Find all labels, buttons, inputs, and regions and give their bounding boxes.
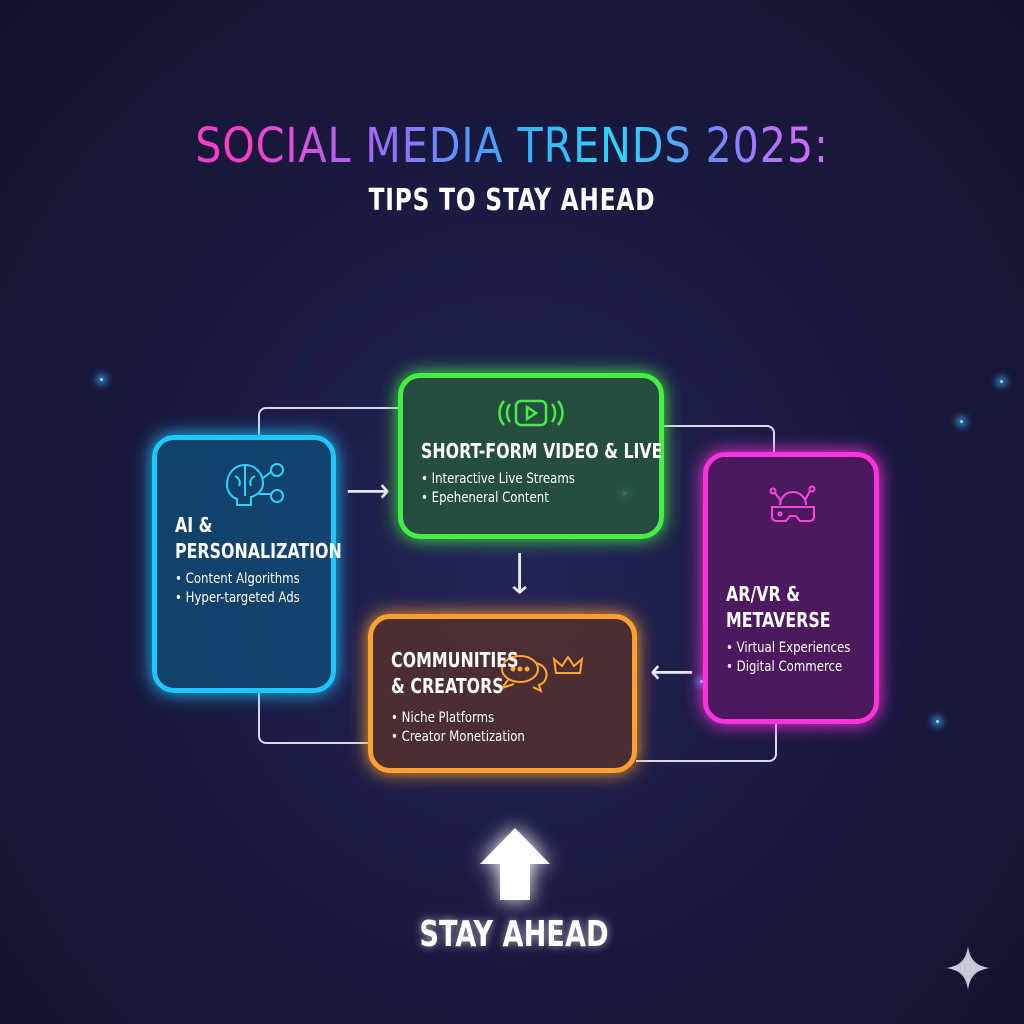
connector-line — [258, 692, 370, 744]
page-subtitle: TIPS TO STAY AHEAD — [368, 183, 656, 218]
bullet-item: Creator Monetization — [391, 728, 525, 747]
right-arrow-icon: ⟶ — [346, 471, 390, 511]
left-arrow-icon: ⟵ — [650, 652, 694, 692]
card-title: METAVERSE — [726, 608, 831, 632]
bullet-item: Digital Commerce — [726, 658, 850, 677]
card-title: & CREATORS — [391, 674, 504, 698]
card-communities-creators: COMMUNITIES & CREATORS Niche PlatformsCr… — [368, 614, 637, 773]
chat-crown-icon — [499, 655, 584, 693]
sparkle-icon — [946, 946, 990, 990]
page-title: SOCIAL MEDIA TRENDS 2025: — [72, 118, 953, 174]
card-title: SHORT-FORM VIDEO & LIVE — [421, 439, 663, 463]
card-ar-vr-metaverse: AR/VR & METAVERSE Virtual ExperiencesDig… — [703, 452, 879, 724]
brain-network-icon — [225, 463, 284, 506]
card-title: AR/VR & — [726, 582, 801, 606]
card-title: PERSONALIZATION — [175, 539, 342, 563]
connector-line — [636, 723, 777, 762]
bullet-item: Content Algorithms — [175, 570, 346, 589]
bullet-item: Interactive Live Streams — [421, 470, 668, 489]
bullet-item: Epeheneral Content — [421, 489, 668, 508]
bullet-item: Hyper-targeted Ads — [175, 589, 346, 608]
bullet-item: Niche Platforms — [391, 709, 525, 728]
bullet-item: Virtual Experiences — [726, 639, 851, 658]
stay-ahead-label: STAY AHEAD — [419, 914, 609, 955]
card-ai-personalization: AI & PERSONALIZATION Content AlgorithmsH… — [152, 435, 342, 693]
decor-star — [700, 680, 703, 683]
live-video-icon — [498, 399, 564, 427]
vr-headset-icon — [769, 485, 816, 522]
up-arrow-icon — [480, 828, 550, 900]
card-title: AI & — [175, 513, 213, 537]
decor-star — [1000, 380, 1003, 383]
decor-star — [936, 720, 939, 723]
card-short-form-video: SHORT-FORM VIDEO & LIVE Interactive Live… — [398, 373, 664, 539]
down-arrow-icon: ⟶ — [499, 551, 540, 595]
card-title: COMMUNITIES — [391, 648, 519, 672]
decor-star — [960, 420, 963, 423]
connector-line — [663, 425, 775, 454]
connector-line — [258, 407, 400, 437]
decor-star — [100, 378, 103, 381]
